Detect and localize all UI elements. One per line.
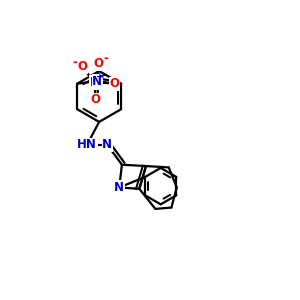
Text: +: + — [99, 71, 107, 80]
Text: O: O — [77, 60, 87, 74]
Text: -: - — [72, 56, 77, 69]
Text: O: O — [91, 93, 101, 106]
Text: N: N — [89, 76, 99, 89]
Text: N: N — [92, 75, 102, 88]
Text: O: O — [94, 57, 103, 70]
Text: -: - — [103, 52, 109, 65]
Text: N: N — [102, 138, 112, 151]
Text: N: N — [114, 181, 124, 194]
Text: O: O — [110, 77, 120, 90]
Text: +: + — [97, 72, 104, 81]
Text: HN: HN — [77, 138, 97, 151]
